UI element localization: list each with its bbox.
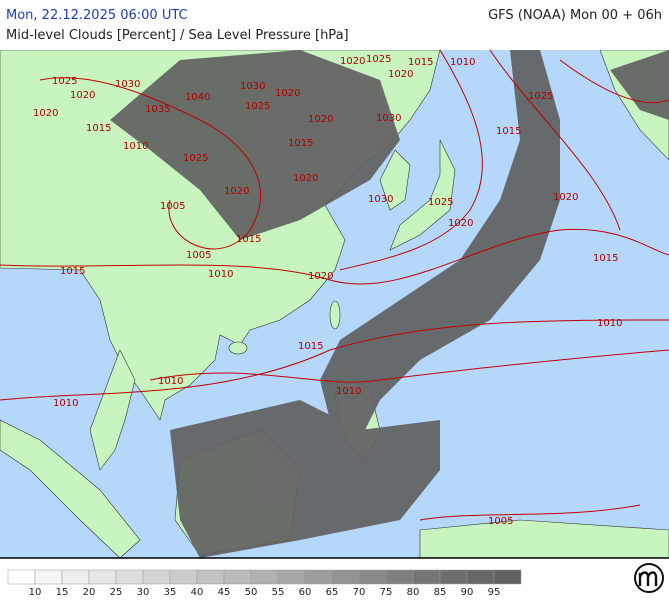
legend-swatch — [7, 569, 36, 585]
isobar-label: 1015 — [408, 57, 433, 68]
isobar-label: 1020 — [33, 108, 58, 119]
map-title: Mid-level Clouds [Percent] / Sea Level P… — [6, 28, 349, 43]
legend-label: 60 — [299, 587, 312, 598]
clouds — [110, 50, 669, 558]
legend-label: 70 — [353, 587, 366, 598]
legend-swatch — [304, 569, 333, 585]
isobar-label: 1030 — [376, 113, 401, 124]
isobar-label: 1010 — [123, 141, 148, 152]
isobar-label: 1030 — [240, 81, 265, 92]
legend-label: 50 — [245, 587, 258, 598]
map: 1025 1020 1030 1035 1040 1030 1025 1020 … — [0, 50, 669, 559]
isobar-label: 1010 — [53, 398, 78, 409]
legend-label: 55 — [272, 587, 285, 598]
legend-label: 75 — [380, 587, 393, 598]
legend: 10 15 20 25 30 35 40 45 50 55 60 65 70 75 80 85 90 95 — [7, 569, 522, 598]
isobar-label: 1015 — [593, 253, 618, 264]
isobar-label: 1030 — [368, 194, 393, 205]
legend-swatch — [412, 569, 441, 585]
legend-swatch — [250, 569, 279, 585]
isobar-label: 1025 — [366, 54, 391, 65]
legend-label: 85 — [434, 587, 447, 598]
isobar-label: 1020 — [275, 88, 300, 99]
isobar-label: 1020 — [224, 186, 249, 197]
isobar-label: 1020 — [308, 271, 333, 282]
legend-swatch — [34, 569, 63, 585]
isobar-label: 1015 — [86, 123, 111, 134]
legend-label: 90 — [461, 587, 474, 598]
isobar-label: 1020 — [448, 218, 473, 229]
logo — [634, 563, 664, 593]
isobar-label: 1015 — [496, 126, 521, 137]
isobar-label: 1015 — [236, 234, 261, 245]
legend-swatch — [169, 569, 198, 585]
legend-swatch — [439, 569, 468, 585]
isobar-label: 1040 — [185, 92, 210, 103]
legend-label: 30 — [137, 587, 150, 598]
isobar-label: 1010 — [450, 57, 475, 68]
legend-label: 80 — [407, 587, 420, 598]
isobar-label: 1025 — [528, 91, 553, 102]
legend-swatch — [196, 569, 225, 585]
legend-swatch — [331, 569, 360, 585]
isobar-label: 1025 — [183, 153, 208, 164]
isobar-label: 1025 — [245, 101, 270, 112]
isobar-label: 1005 — [186, 250, 211, 261]
legend-swatch — [142, 569, 171, 585]
legend-swatch — [277, 569, 306, 585]
legend-swatch — [385, 569, 414, 585]
isobar-label: 1010 — [208, 269, 233, 280]
isobar-label: 1015 — [60, 266, 85, 277]
isobar-label: 1035 — [145, 104, 170, 115]
legend-label: 10 — [29, 587, 42, 598]
model: GFS (NOAA) Mon 00 + 06h — [488, 8, 662, 23]
legend-label: 65 — [326, 587, 339, 598]
isobar-label: 1020 — [340, 56, 365, 67]
legend-label: 45 — [218, 587, 231, 598]
isobar-label: 1010 — [597, 318, 622, 329]
isobar-label: 1020 — [70, 90, 95, 101]
isobar-label: 1015 — [298, 341, 323, 352]
isobar-label: 1020 — [293, 173, 318, 184]
legend-swatch — [61, 569, 90, 585]
legend-swatch — [493, 569, 522, 585]
legend-label: 35 — [164, 587, 177, 598]
legend-swatch — [88, 569, 117, 585]
isobar-label: 1030 — [115, 79, 140, 90]
legend-swatch — [466, 569, 495, 585]
legend-label: 25 — [110, 587, 123, 598]
legend-label: 40 — [191, 587, 204, 598]
isobar-label: 1020 — [553, 192, 578, 203]
isobar-label: 1005 — [160, 201, 185, 212]
legend-label: 20 — [83, 587, 96, 598]
isobar-label: 1020 — [308, 114, 333, 125]
isobar-label: 1025 — [428, 197, 453, 208]
isobar-label: 1010 — [336, 386, 361, 397]
legend-swatch — [358, 569, 387, 585]
isobar-label: 1020 — [388, 69, 413, 80]
isobar-label: 1005 — [488, 516, 513, 527]
isobar-label: 1025 — [52, 76, 77, 87]
legend-label: 15 — [56, 587, 69, 598]
isobar-label: 1015 — [288, 138, 313, 149]
legend-swatch — [115, 569, 144, 585]
datetime: Mon, 22.12.2025 06:00 UTC — [6, 8, 188, 23]
isobars — [0, 50, 669, 521]
legend-swatch — [223, 569, 252, 585]
isobar-label: 1010 — [158, 376, 183, 387]
legend-label: 95 — [488, 587, 501, 598]
